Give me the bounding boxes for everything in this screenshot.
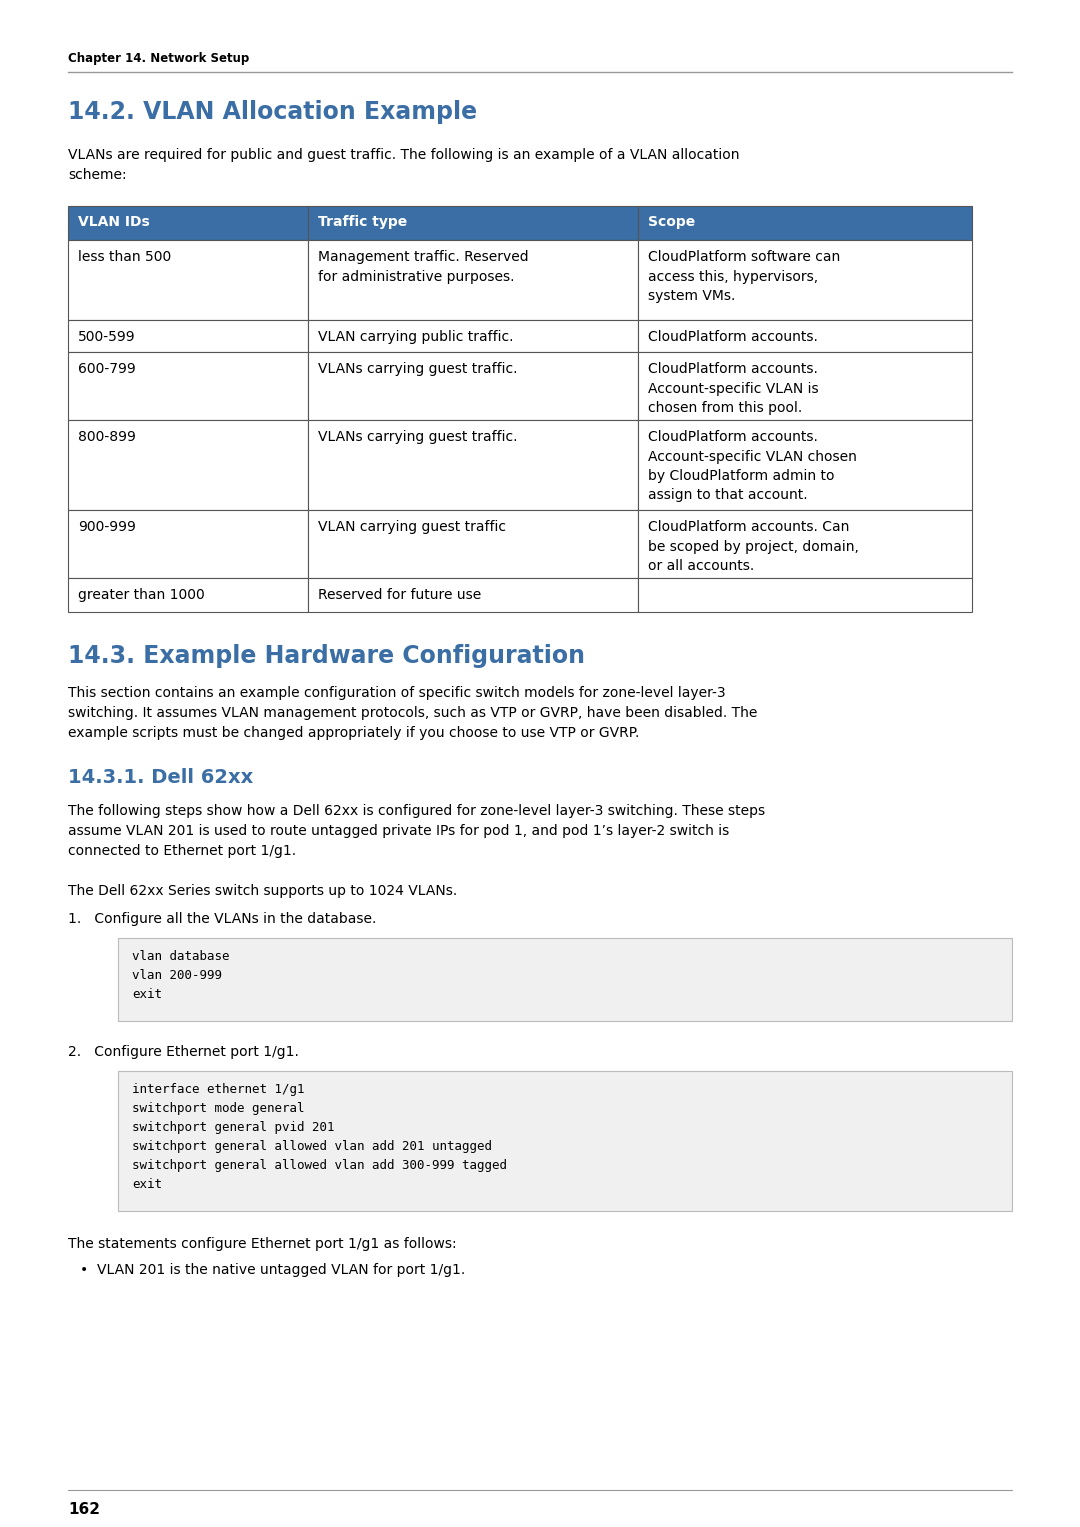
Text: interface ethernet 1/g1: interface ethernet 1/g1: [132, 1083, 305, 1096]
Bar: [308, 579, 638, 612]
Text: The Dell 62xx Series switch supports up to 1024 VLANs.: The Dell 62xx Series switch supports up …: [68, 884, 457, 898]
Text: Scope: Scope: [648, 215, 696, 229]
Text: VLAN carrying guest traffic: VLAN carrying guest traffic: [318, 521, 507, 534]
Text: Chapter 14. Network Setup: Chapter 14. Network Setup: [68, 52, 249, 66]
Bar: [308, 353, 638, 420]
Text: VLAN IDs: VLAN IDs: [78, 215, 150, 229]
Text: assume VLAN 201 is used to route untagged private IPs for pod 1, and pod 1’s lay: assume VLAN 201 is used to route untagge…: [68, 825, 729, 838]
Bar: [308, 321, 638, 353]
Text: CloudPlatform software can
access this, hypervisors,
system VMs.: CloudPlatform software can access this, …: [648, 250, 840, 302]
Bar: [68, 321, 308, 353]
Text: 14.2. VLAN Allocation Example: 14.2. VLAN Allocation Example: [68, 99, 477, 124]
Text: 2.   Configure Ethernet port 1/g1.: 2. Configure Ethernet port 1/g1.: [68, 1044, 299, 1060]
Text: 162: 162: [68, 1503, 100, 1516]
Bar: [638, 240, 972, 321]
Text: •  VLAN 201 is the native untagged VLAN for port 1/g1.: • VLAN 201 is the native untagged VLAN f…: [80, 1263, 465, 1277]
Text: The statements configure Ethernet port 1/g1 as follows:: The statements configure Ethernet port 1…: [68, 1237, 457, 1251]
Text: CloudPlatform accounts. Can
be scoped by project, domain,
or all accounts.: CloudPlatform accounts. Can be scoped by…: [648, 521, 859, 573]
Bar: [68, 579, 308, 612]
Text: VLANs carrying guest traffic.: VLANs carrying guest traffic.: [318, 431, 517, 444]
Text: 900-999: 900-999: [78, 521, 136, 534]
Text: example scripts must be changed appropriately if you choose to use VTP or GVRP.: example scripts must be changed appropri…: [68, 725, 639, 741]
Text: exit: exit: [132, 1177, 162, 1191]
Text: Traffic type: Traffic type: [318, 215, 407, 229]
Text: CloudPlatform accounts.
Account-specific VLAN chosen
by CloudPlatform admin to
a: CloudPlatform accounts. Account-specific…: [648, 431, 856, 502]
Bar: [308, 510, 638, 579]
Bar: [308, 240, 638, 321]
Bar: [68, 353, 308, 420]
Text: less than 500: less than 500: [78, 250, 172, 264]
Text: VLANs carrying guest traffic.: VLANs carrying guest traffic.: [318, 362, 517, 376]
Text: VLAN carrying public traffic.: VLAN carrying public traffic.: [318, 330, 513, 344]
Text: switching. It assumes VLAN management protocols, such as VTP or GVRP, have been : switching. It assumes VLAN management pr…: [68, 705, 757, 721]
Bar: [68, 420, 308, 510]
Text: Management traffic. Reserved
for administrative purposes.: Management traffic. Reserved for adminis…: [318, 250, 528, 284]
Text: switchport general allowed vlan add 300-999 tagged: switchport general allowed vlan add 300-…: [132, 1159, 507, 1173]
Text: 1.   Configure all the VLANs in the database.: 1. Configure all the VLANs in the databa…: [68, 912, 376, 925]
Text: connected to Ethernet port 1/g1.: connected to Ethernet port 1/g1.: [68, 844, 296, 858]
Text: 14.3. Example Hardware Configuration: 14.3. Example Hardware Configuration: [68, 644, 585, 667]
Text: exit: exit: [132, 988, 162, 1002]
Text: switchport general pvid 201: switchport general pvid 201: [132, 1121, 335, 1135]
Bar: [68, 240, 308, 321]
Bar: [638, 510, 972, 579]
Text: CloudPlatform accounts.: CloudPlatform accounts.: [648, 330, 818, 344]
Bar: [638, 579, 972, 612]
Text: greater than 1000: greater than 1000: [78, 588, 205, 602]
Text: VLANs are required for public and guest traffic. The following is an example of : VLANs are required for public and guest …: [68, 148, 740, 162]
Text: vlan 200-999: vlan 200-999: [132, 970, 222, 982]
Bar: [308, 420, 638, 510]
Bar: [118, 1070, 1012, 1211]
Text: vlan database: vlan database: [132, 950, 229, 964]
Bar: [638, 353, 972, 420]
Bar: [68, 510, 308, 579]
Text: switchport general allowed vlan add 201 untagged: switchport general allowed vlan add 201 …: [132, 1141, 492, 1153]
Text: 500-599: 500-599: [78, 330, 136, 344]
Bar: [68, 206, 308, 240]
Text: 800-899: 800-899: [78, 431, 136, 444]
Text: 600-799: 600-799: [78, 362, 136, 376]
Text: This section contains an example configuration of specific switch models for zon: This section contains an example configu…: [68, 686, 726, 699]
Text: CloudPlatform accounts.
Account-specific VLAN is
chosen from this pool.: CloudPlatform accounts. Account-specific…: [648, 362, 819, 415]
Bar: [638, 420, 972, 510]
Text: 14.3.1. Dell 62xx: 14.3.1. Dell 62xx: [68, 768, 253, 786]
Text: switchport mode general: switchport mode general: [132, 1102, 305, 1115]
Text: The following steps show how a Dell 62xx is configured for zone-level layer-3 sw: The following steps show how a Dell 62xx…: [68, 805, 765, 818]
Bar: [638, 321, 972, 353]
Text: scheme:: scheme:: [68, 168, 126, 182]
Text: Reserved for future use: Reserved for future use: [318, 588, 482, 602]
Bar: [118, 938, 1012, 1022]
Bar: [308, 206, 638, 240]
Bar: [638, 206, 972, 240]
